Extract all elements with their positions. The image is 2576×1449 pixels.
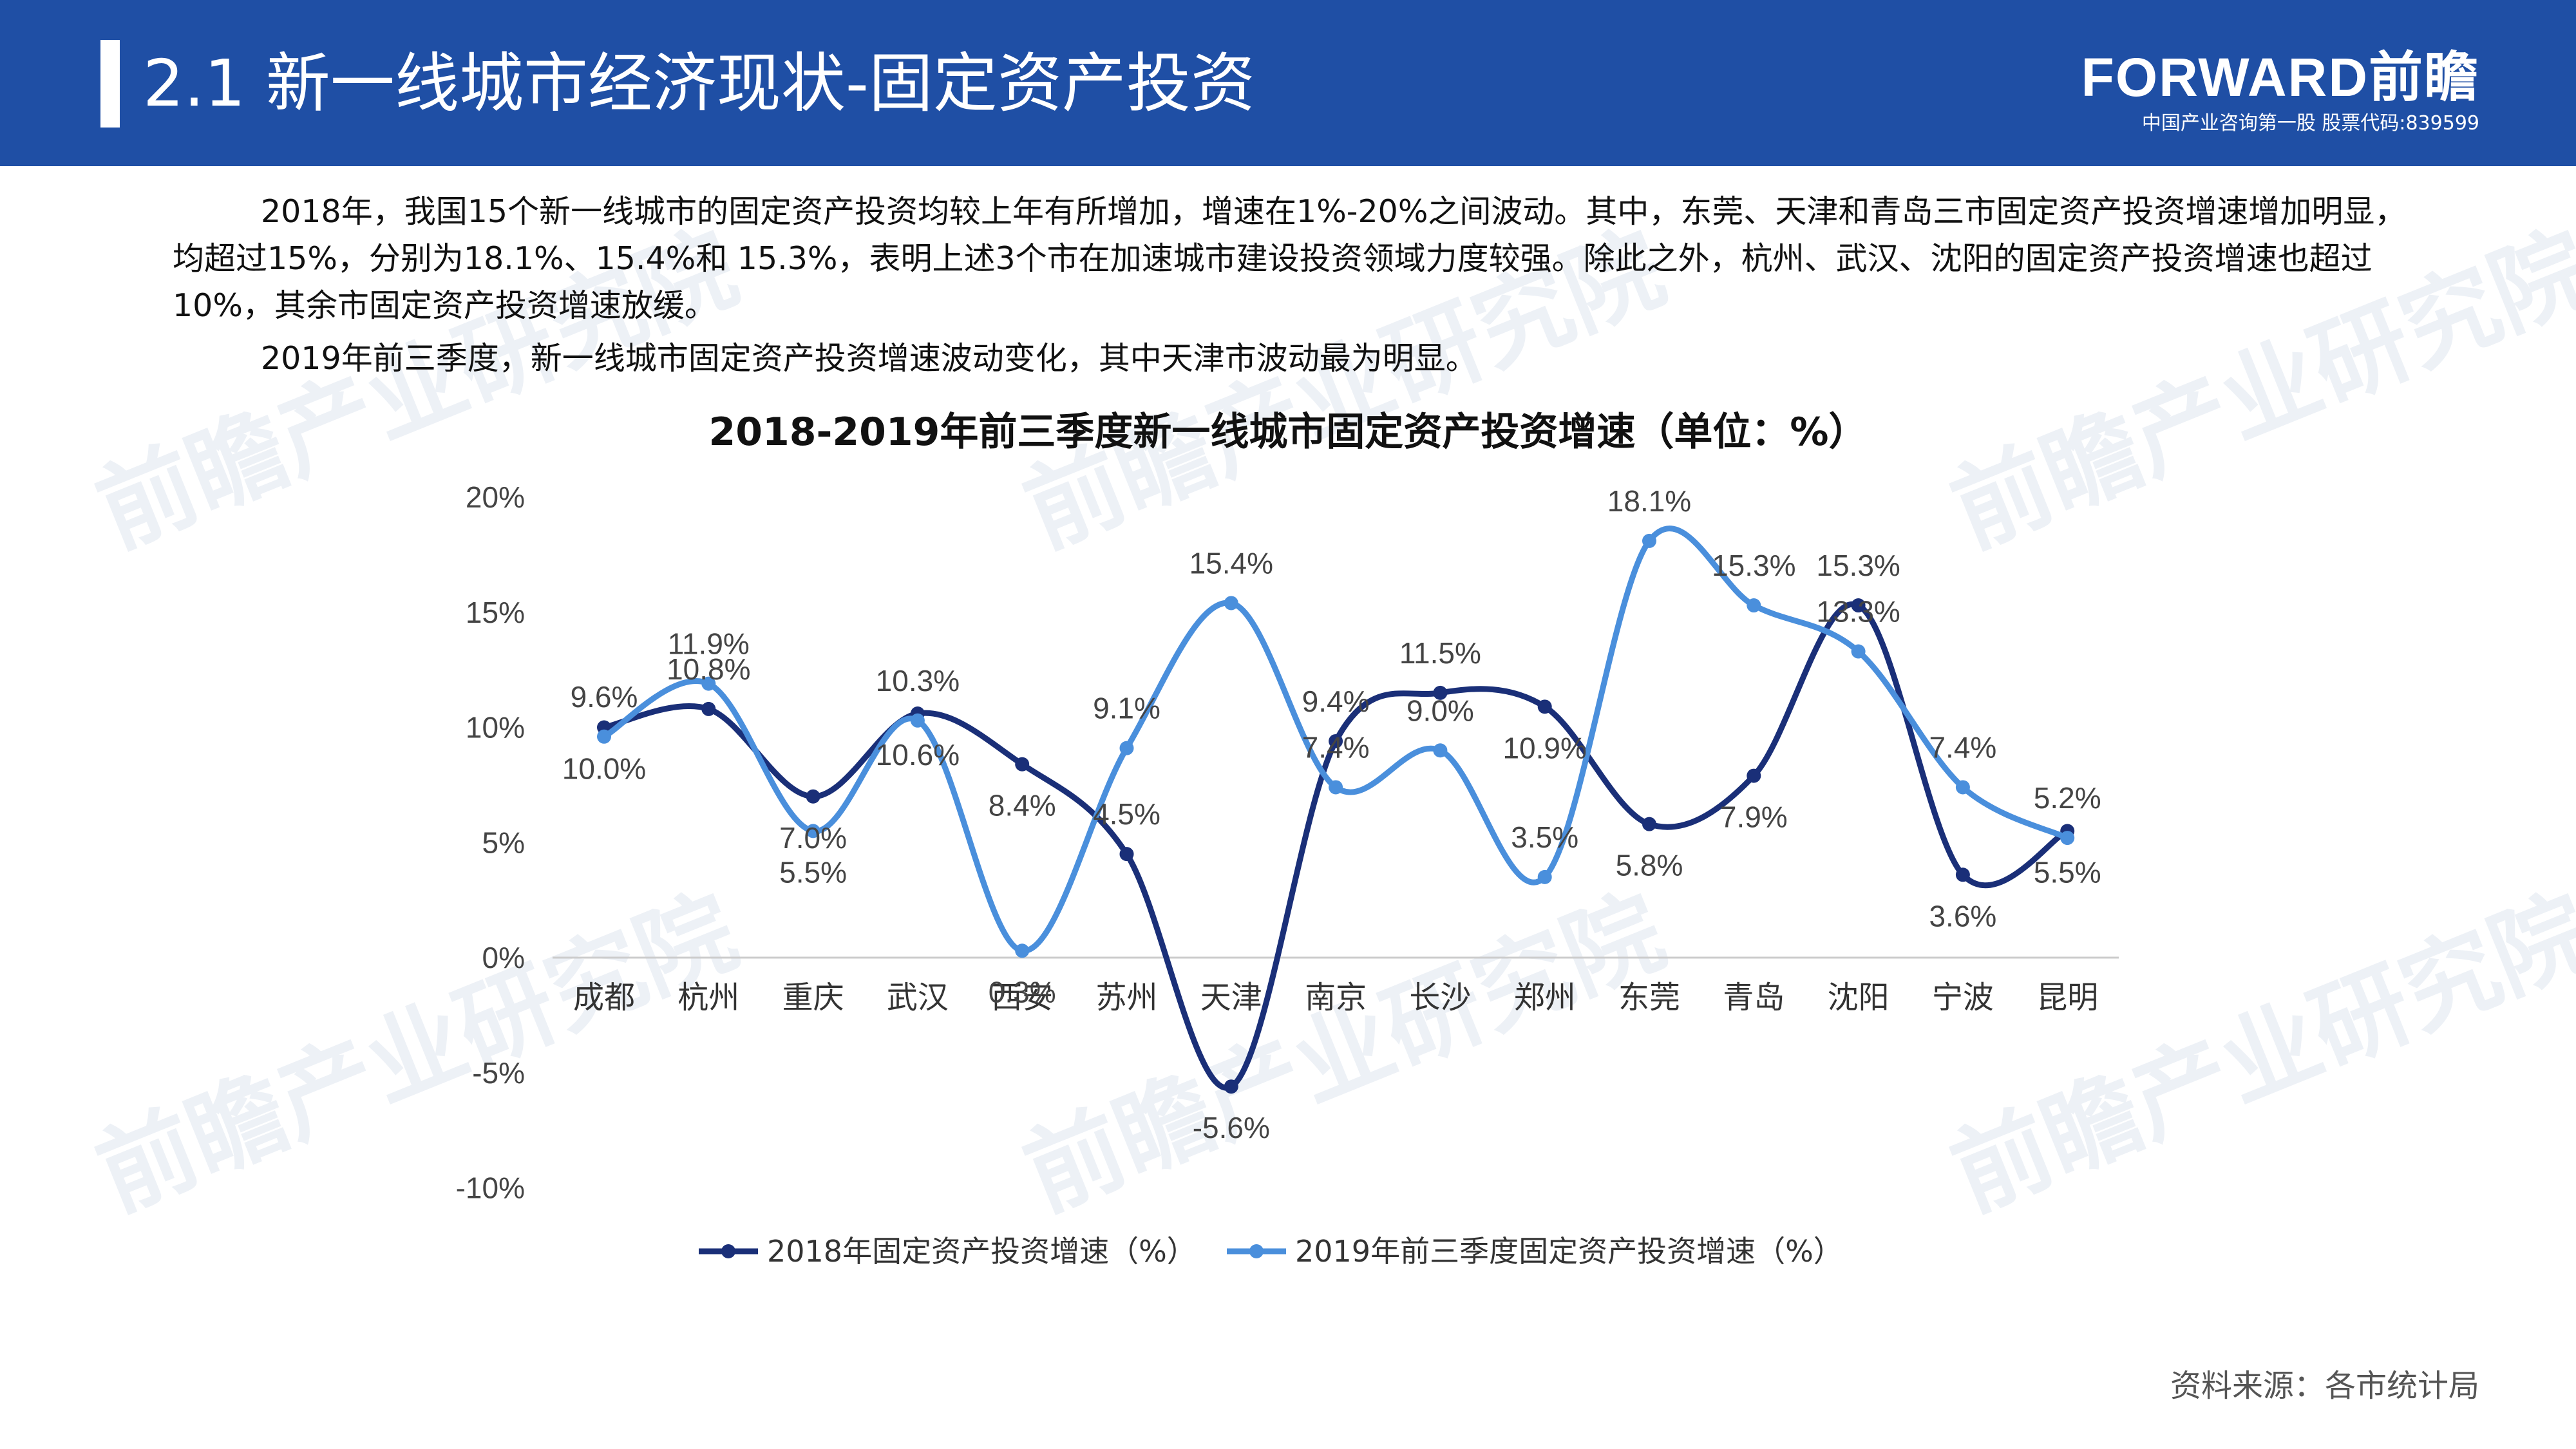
legend: 2018年固定资产投资增速（%） 2019年前三季度固定资产投资增速（%） — [699, 1234, 1843, 1269]
data-point — [701, 701, 716, 716]
x-tick-label: 杭州 — [677, 980, 739, 1016]
data-label: 7.4% — [1302, 730, 1370, 764]
y-tick-label: 0% — [482, 941, 525, 974]
data-point — [1224, 596, 1238, 611]
x-tick-label: 长沙 — [1409, 980, 1471, 1016]
data-point — [1955, 867, 1970, 882]
data-label: 8.4% — [989, 789, 1056, 822]
data-point — [1329, 780, 1343, 795]
data-label: 15.3% — [1712, 549, 1795, 582]
data-point — [1642, 533, 1656, 548]
page-title: 2.1 新一线城市经济现状-固定资产投资 — [143, 46, 1255, 121]
data-label: 0.3% — [989, 975, 1056, 1009]
data-label: 11.5% — [1399, 636, 1481, 670]
data-label: 10.0% — [562, 752, 646, 786]
x-tick-label: 西安 — [991, 980, 1053, 1016]
data-point — [806, 824, 820, 838]
data-label: 9.0% — [1406, 694, 1474, 727]
data-point — [1642, 817, 1656, 831]
data-point — [1015, 757, 1030, 772]
x-tick-label: 青岛 — [1723, 980, 1785, 1016]
data-label: 10.8% — [667, 652, 750, 686]
data-label: 10.6% — [876, 738, 960, 772]
y-tick-label: 5% — [482, 826, 525, 859]
legend-label: 2018年固定资产投资增速（%） — [767, 1234, 1197, 1269]
x-tick-label: 郑州 — [1514, 980, 1576, 1016]
brand-logo: FORWARD前瞻 — [2081, 47, 2479, 108]
source-note: 资料来源：各市统计局 — [2170, 1368, 2479, 1404]
data-label: 5.8% — [1616, 849, 1683, 882]
x-tick-label: 南京 — [1305, 980, 1367, 1016]
data-point — [1537, 869, 1552, 884]
header-bar: 2.1 新一线城市经济现状-固定资产投资 FORWARD前瞻 中国产业咨询第一股… — [0, 0, 2576, 166]
data-point — [701, 676, 716, 691]
data-point — [1119, 847, 1134, 862]
data-label: 10.9% — [1502, 731, 1586, 764]
legend-item-2: 2019年前三季度固定资产投资增速（%） — [1227, 1234, 1843, 1269]
data-label: 5.2% — [2034, 781, 2101, 815]
data-point — [1747, 598, 1761, 613]
data-point — [806, 789, 820, 804]
legend-label: 2019年前三季度固定资产投资增速（%） — [1295, 1234, 1843, 1269]
data-point — [1851, 598, 1866, 613]
data-label: 15.4% — [1189, 546, 1273, 580]
data-point — [1747, 768, 1761, 783]
x-tick-label: 武汉 — [887, 980, 949, 1016]
data-label: 5.5% — [779, 855, 847, 889]
data-point — [1119, 741, 1134, 755]
data-point — [1851, 644, 1866, 659]
data-label: 7.4% — [1929, 730, 1996, 764]
data-point — [1329, 734, 1343, 748]
y-tick-label: -10% — [456, 1171, 525, 1205]
data-label: 7.9% — [1720, 800, 1788, 834]
y-tick-label: -5% — [472, 1056, 525, 1090]
data-point — [1015, 943, 1030, 958]
data-label: -5.6% — [1193, 1111, 1270, 1144]
x-tick-label: 苏州 — [1095, 980, 1157, 1016]
data-point — [1433, 685, 1448, 700]
data-point — [1433, 743, 1448, 758]
data-label: 4.5% — [1093, 797, 1160, 831]
data-point — [2060, 831, 2075, 846]
data-label: 13.3% — [1816, 595, 1900, 629]
data-label: 5.5% — [2034, 855, 2101, 889]
x-tick-label: 成都 — [573, 980, 635, 1016]
data-point — [1955, 780, 1970, 795]
data-point — [597, 729, 611, 744]
legend-swatch-marker — [1249, 1244, 1264, 1258]
x-tick-label: 昆明 — [2036, 980, 2098, 1016]
paragraph-2: 2019年前三季度，新一线城市固定资产投资增速波动变化，其中天津市波动最为明显。 — [261, 340, 1477, 377]
data-label: 7.0% — [779, 821, 847, 855]
data-label: 9.1% — [1093, 692, 1160, 725]
chart-title: 2018-2019年前三季度新一线城市固定资产投资增速（单位：%） — [708, 410, 1868, 455]
brand: FORWARD前瞻 中国产业咨询第一股 股票代码:839599 — [2081, 45, 2479, 137]
paragraph-1: 2018年，我国15个新一线城市的固定资产投资均较上年有所增加，增速在1%-20… — [173, 193, 2407, 324]
data-label: 10.3% — [876, 664, 960, 697]
data-label: 18.1% — [1607, 484, 1691, 518]
data-label: 3.5% — [1511, 820, 1578, 854]
x-tick-label: 沈阳 — [1828, 980, 1889, 1016]
x-tick-label: 重庆 — [782, 980, 844, 1016]
x-tick-label: 宁波 — [1932, 980, 1994, 1016]
data-label: 11.9% — [668, 627, 750, 661]
data-point — [1537, 699, 1552, 714]
data-point — [910, 713, 925, 728]
data-label: 9.6% — [571, 680, 638, 714]
brand-tagline: 中国产业咨询第一股 股票代码:839599 — [2141, 112, 2479, 135]
x-tick-label: 天津 — [1200, 980, 1262, 1016]
legend-item-1: 2018年固定资产投资增速（%） — [699, 1234, 1197, 1269]
data-label: 3.6% — [1929, 899, 1996, 933]
y-tick-label: 20% — [466, 480, 525, 514]
title-accent-bar — [100, 40, 120, 128]
y-tick-label: 10% — [466, 711, 525, 744]
y-tick-label: 15% — [466, 596, 525, 629]
legend-swatch-marker — [721, 1244, 735, 1258]
x-tick-label: 东莞 — [1618, 980, 1680, 1016]
data-point — [1224, 1079, 1238, 1094]
data-label: 15.3% — [1816, 549, 1900, 582]
series-line-2 — [601, 526, 2070, 954]
data-label: 9.4% — [1302, 685, 1370, 718]
